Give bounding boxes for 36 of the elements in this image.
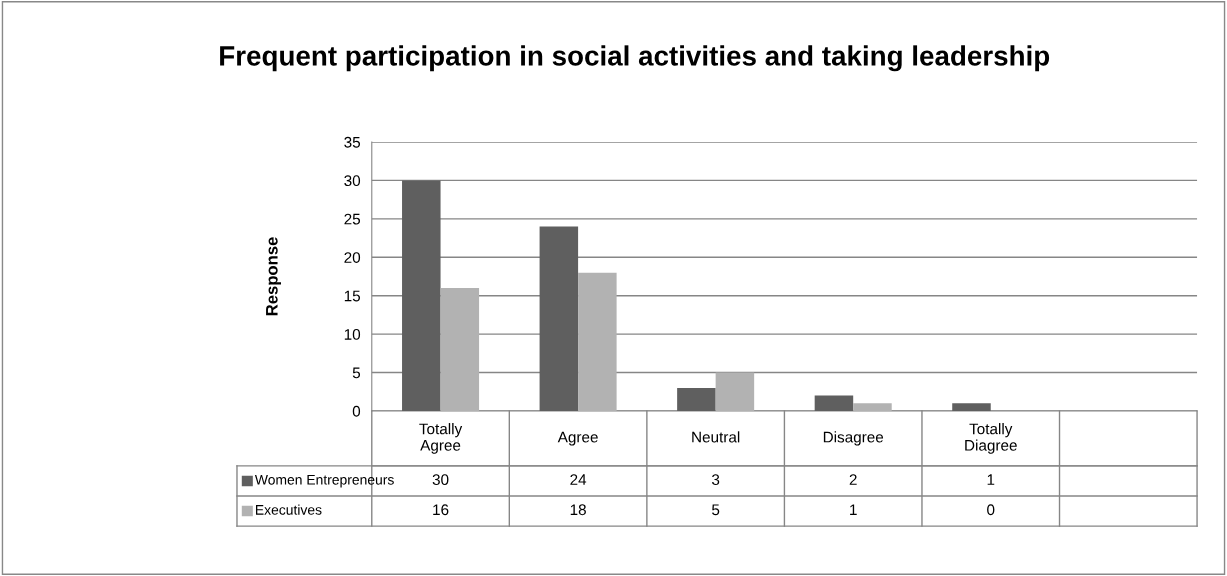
- y-tick-label: 30: [344, 175, 361, 187]
- legend-label: Executives: [256, 504, 322, 515]
- y-tick-label: 10: [344, 328, 361, 340]
- y-tick-label: 25: [344, 213, 361, 225]
- bar: [715, 372, 755, 411]
- x-tick-label: Agree: [557, 431, 598, 446]
- bar: [677, 387, 716, 411]
- y-tick-label: 35: [344, 136, 361, 148]
- bar: [952, 403, 991, 411]
- data-label: 1: [850, 504, 857, 515]
- x-tick-label: Totally Agree: [419, 423, 463, 454]
- bar: [853, 403, 892, 411]
- bar: [814, 395, 854, 411]
- y-tick-label: 15: [344, 290, 361, 302]
- x-tick-label: Neutral: [692, 431, 740, 443]
- y-tick-label: 20: [344, 252, 361, 263]
- x-tick-label: Totally Diagree: [965, 423, 1017, 454]
- legend-label: Women Entrepreneurs: [254, 474, 394, 488]
- data-label: 3: [711, 474, 720, 486]
- bar: [539, 226, 579, 411]
- x-tick-label: Disagree: [823, 431, 884, 446]
- y-axis-title: Response: [266, 237, 281, 316]
- data-label: 18: [570, 504, 586, 516]
- data-label: 30: [432, 474, 449, 486]
- chart-title: Frequent participation in social activities and taking leadership: [220, 45, 1050, 72]
- data-label: 2: [849, 474, 857, 485]
- data-label: 5: [712, 504, 720, 516]
- data-label: 1: [987, 474, 995, 485]
- data-label: 24: [570, 474, 587, 485]
- data-label: 0: [987, 504, 995, 516]
- y-tick-label: 0: [352, 405, 361, 417]
- y-tick-label: 5: [352, 367, 361, 379]
- bar: [440, 288, 480, 411]
- bar: [578, 272, 617, 411]
- bar: [402, 180, 441, 411]
- data-label: 16: [433, 504, 449, 516]
